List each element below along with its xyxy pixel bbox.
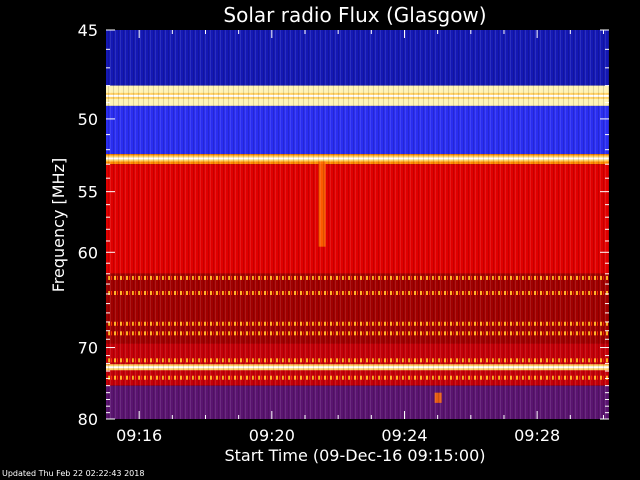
x-tick-label: 09:28 xyxy=(514,426,560,445)
chart-title: Solar radio Flux (Glasgow) xyxy=(223,3,486,27)
noise-texture xyxy=(106,30,609,419)
x-tick-label: 09:20 xyxy=(249,426,295,445)
y-axis-label: Frequency [MHz] xyxy=(49,158,68,292)
y-tick-label: 60 xyxy=(78,243,98,262)
x-tick-label: 09:24 xyxy=(381,426,427,445)
x-axis-label: Start Time (09-Dec-16 09:15:00) xyxy=(224,446,485,465)
y-tick-label: 80 xyxy=(78,410,98,429)
updated-timestamp: Updated Thu Feb 22 02:22:43 2018 xyxy=(2,469,145,478)
y-axis-ticks xyxy=(106,29,609,420)
y-tick-label: 70 xyxy=(78,339,98,358)
x-tick-label: 09:16 xyxy=(116,426,162,445)
x-axis-ticks xyxy=(138,30,604,419)
y-tick-label: 50 xyxy=(78,110,98,129)
y-tick-label: 45 xyxy=(78,21,98,40)
plot-area xyxy=(106,30,609,419)
y-tick-labels: 45 50 55 60 70 80 xyxy=(78,21,98,429)
y-tick-label: 55 xyxy=(78,183,98,202)
x-tick-labels: 09:16 09:20 09:24 09:28 xyxy=(116,426,560,445)
